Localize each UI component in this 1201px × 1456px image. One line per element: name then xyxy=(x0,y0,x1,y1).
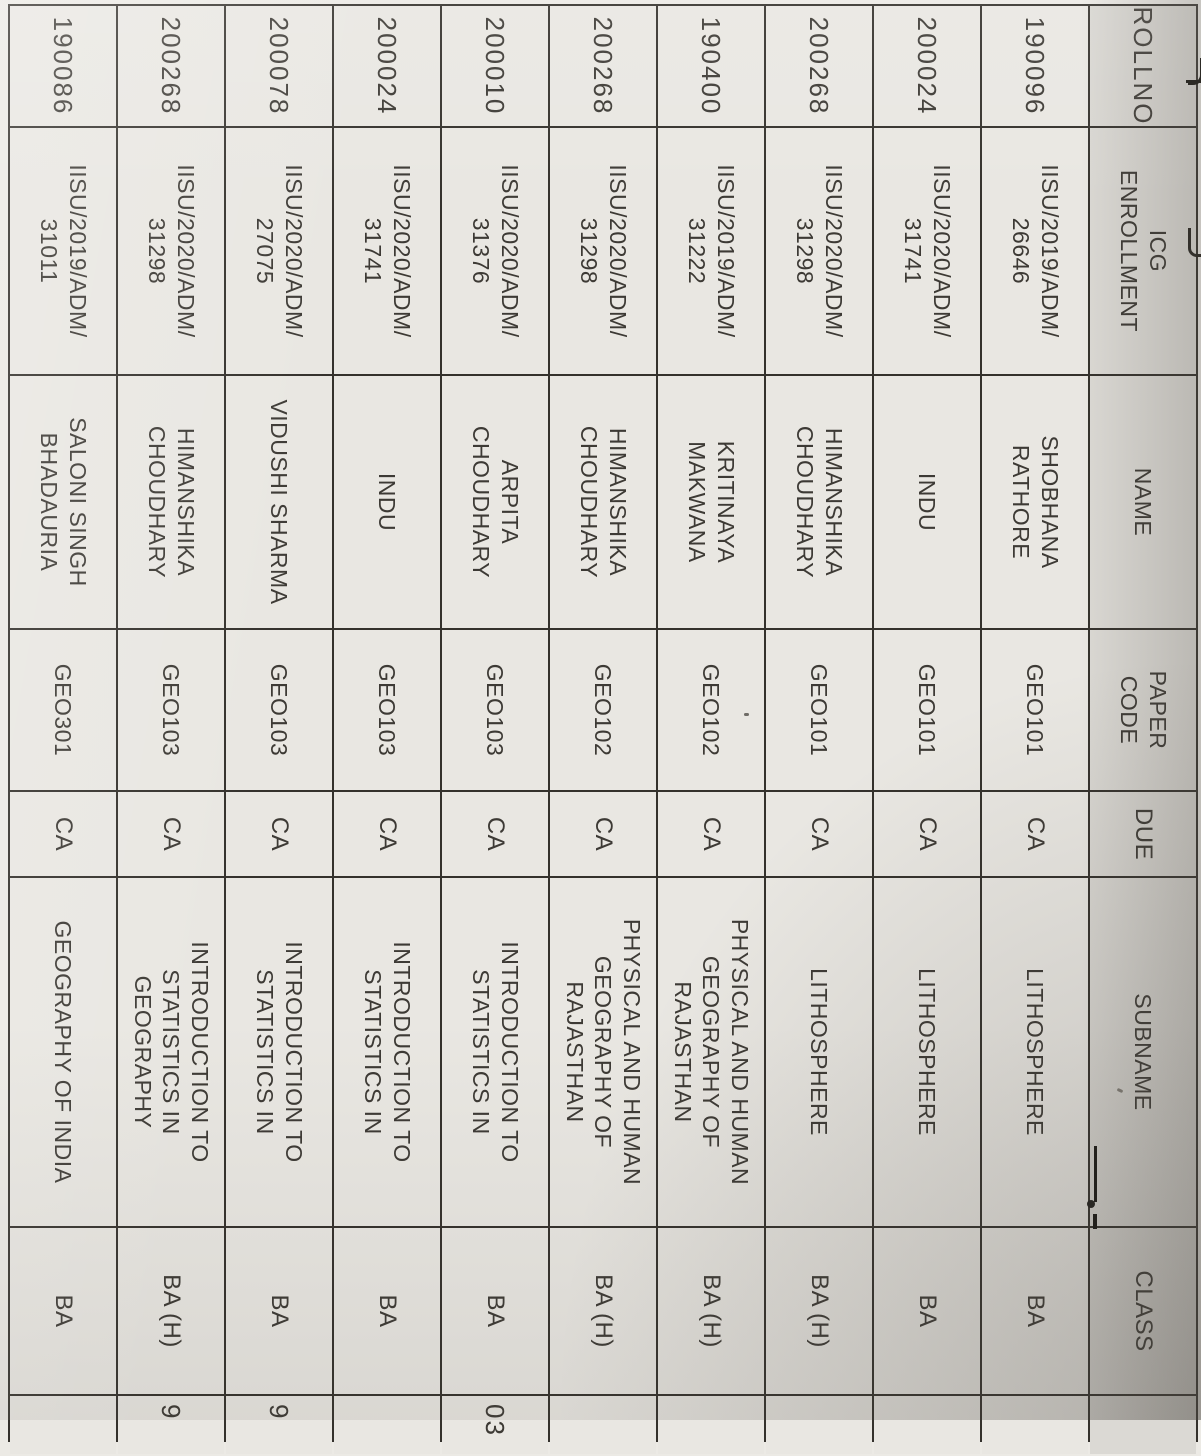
cell-rollno: 200078 xyxy=(226,6,332,126)
cell-rollno: 200268 xyxy=(766,6,872,126)
cell-subname: GEOGRAPHY OF INDIA xyxy=(10,878,116,1226)
column-header-due: DUE xyxy=(1090,792,1196,876)
cell-due: CA xyxy=(982,792,1088,876)
cell-extra xyxy=(982,1396,1088,1454)
cell-subname: LITHOSPHERE xyxy=(874,878,980,1226)
cell-rollno: 200010 xyxy=(442,6,548,126)
cell-extra xyxy=(334,1396,440,1454)
cell-paper_code: GEO102 xyxy=(550,630,656,790)
rotated-table-wrapper: ROLLNO ICG ENROLLMENT NAME PAPER CODE DUE SUB… xyxy=(8,4,1198,1456)
column-header-rollno: ROLLNO xyxy=(1090,6,1196,126)
cell-name: INDU xyxy=(334,376,440,628)
cell-name: HIMANSHIKA CHOUDHARY xyxy=(550,376,656,628)
cell-name: HIMANSHIKA CHOUDHARY xyxy=(118,376,224,628)
cell-extra: 03 xyxy=(442,1396,548,1454)
cell-extra xyxy=(874,1396,980,1454)
cell-rollno: 200268 xyxy=(550,6,656,126)
cell-enrollment: IISU/2020/ADM/ 31298 xyxy=(118,128,224,374)
cell-paper_code: GEO103 xyxy=(118,630,224,790)
cell-subname: INTRODUCTION TO STATISTICS IN xyxy=(334,878,440,1226)
cell-extra xyxy=(766,1396,872,1454)
cell-enrollment: IISU/2020/ADM/ 31741 xyxy=(334,128,440,374)
cell-class: BA xyxy=(334,1228,440,1394)
column-header-enrollment: ICG ENROLLMENT xyxy=(1090,128,1196,374)
cell-enrollment: IISU/2020/ADM/ 31741 xyxy=(874,128,980,374)
exam-roster-table: ROLLNO ICG ENROLLMENT NAME PAPER CODE DUE SUB… xyxy=(8,4,1198,1454)
cell-name: HIMANSHIKA CHOUDHARY xyxy=(766,376,872,628)
cell-paper_code: GEO101 xyxy=(874,630,980,790)
cell-paper_code: GEO103 xyxy=(334,630,440,790)
cell-class: BA xyxy=(874,1228,980,1394)
column-header-subname: SUBNAME xyxy=(1090,878,1196,1226)
cell-paper_code: GEO102 xyxy=(658,630,764,790)
cell-paper_code: GEO103 xyxy=(442,630,548,790)
cell-name: KRITINAYA MAKWANA xyxy=(658,376,764,628)
cell-due: CA xyxy=(118,792,224,876)
cell-paper_code: GEO101 xyxy=(982,630,1088,790)
cell-due: CA xyxy=(334,792,440,876)
cell-enrollment: IISU/2020/ADM/ 31298 xyxy=(766,128,872,374)
cell-rollno: 190400 xyxy=(658,6,764,126)
column-header-paper_code: PAPER CODE xyxy=(1090,630,1196,790)
cell-subname: LITHOSPHERE xyxy=(766,878,872,1226)
cell-enrollment: IISU/2020/ADM/ 31298 xyxy=(550,128,656,374)
cell-rollno: 200024 xyxy=(334,6,440,126)
cell-class: BA xyxy=(226,1228,332,1394)
cell-extra: 9 xyxy=(226,1396,332,1454)
cell-subname: INTRODUCTION TO STATISTICS IN GEOGRAPHY xyxy=(118,878,224,1226)
cell-name: SALONI SINGH BHADAURIA xyxy=(10,376,116,628)
cell-class: BA (H) xyxy=(766,1228,872,1394)
cell-due: CA xyxy=(226,792,332,876)
column-header-extra xyxy=(1090,1396,1196,1454)
cell-name: SHOBHANA RATHORE xyxy=(982,376,1088,628)
cell-due: CA xyxy=(550,792,656,876)
cell-extra: 9 xyxy=(118,1396,224,1454)
cell-rollno: 190086 xyxy=(10,6,116,126)
cell-subname: LITHOSPHERE xyxy=(982,878,1088,1226)
cell-enrollment: IISU/2019/ADM/ 26646 xyxy=(982,128,1088,374)
cell-class: BA xyxy=(10,1228,116,1394)
cell-class: BA (H) xyxy=(658,1228,764,1394)
cell-due: CA xyxy=(442,792,548,876)
cell-rollno: 190096 xyxy=(982,6,1088,126)
cell-due: CA xyxy=(658,792,764,876)
column-header-class: CLASS xyxy=(1090,1228,1196,1394)
cell-extra xyxy=(658,1396,764,1454)
cell-due: CA xyxy=(766,792,872,876)
cell-extra xyxy=(10,1396,116,1454)
cell-name: INDU xyxy=(874,376,980,628)
cell-due: CA xyxy=(10,792,116,876)
cell-subname: PHYSICAL AND HUMAN GEOGRAPHY OF RAJASTHA… xyxy=(658,878,764,1226)
cell-subname: INTRODUCTION TO STATISTICS IN xyxy=(226,878,332,1226)
cell-enrollment: IISU/2019/ADM/ 31011 xyxy=(10,128,116,374)
cell-rollno: 200024 xyxy=(874,6,980,126)
cell-name: VIDUSHI SHARMA xyxy=(226,376,332,628)
cell-paper_code: GEO103 xyxy=(226,630,332,790)
cell-class: BA (H) xyxy=(550,1228,656,1394)
cell-enrollment: IISU/2019/ADM/ 31222 xyxy=(658,128,764,374)
cell-due: CA xyxy=(874,792,980,876)
cell-enrollment: IISU/2020/ADM/ 27075 xyxy=(226,128,332,374)
cell-subname: INTRODUCTION TO STATISTICS IN xyxy=(442,878,548,1226)
cell-class: BA (H) xyxy=(118,1228,224,1394)
cell-subname: PHYSICAL AND HUMAN GEOGRAPHY OF RAJASTHA… xyxy=(550,878,656,1226)
cell-enrollment: IISU/2020/ADM/ 31376 xyxy=(442,128,548,374)
column-header-name: NAME xyxy=(1090,376,1196,628)
cell-paper_code: GEO101 xyxy=(766,630,872,790)
cell-extra xyxy=(550,1396,656,1454)
cell-paper_code: GEO301 xyxy=(10,630,116,790)
cell-class: BA xyxy=(982,1228,1088,1394)
cell-rollno: 200268 xyxy=(118,6,224,126)
cell-class: BA xyxy=(442,1228,548,1394)
cell-name: ARPITA CHOUDHARY xyxy=(442,376,548,628)
